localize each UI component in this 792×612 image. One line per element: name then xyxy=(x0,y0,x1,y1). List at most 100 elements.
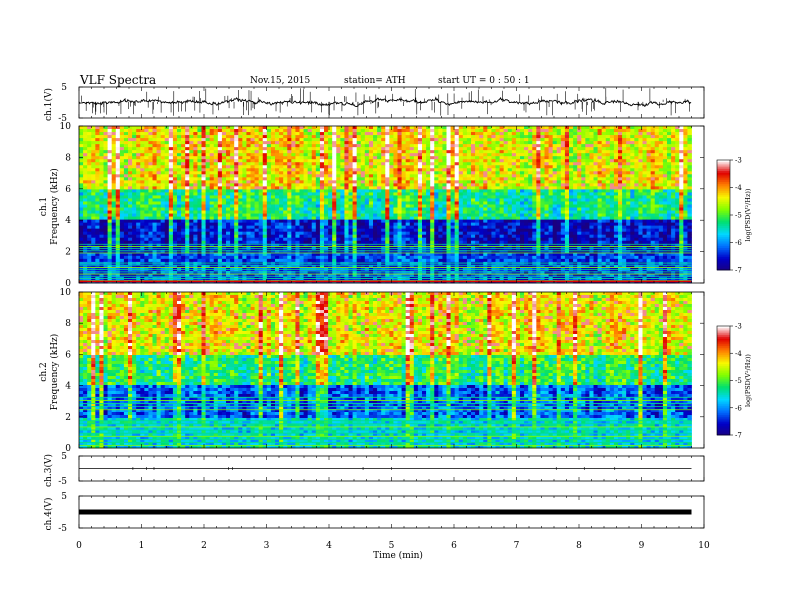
spectrogram-cell xyxy=(258,177,264,181)
spectrogram-cell xyxy=(156,201,162,205)
spectrogram-cell xyxy=(197,210,202,214)
spectrogram-cell xyxy=(687,171,692,175)
spectrogram-cell xyxy=(438,216,443,220)
spectrogram-cell xyxy=(536,180,541,184)
spectrogram-cell xyxy=(683,216,688,220)
spectrogram-cell xyxy=(613,159,619,163)
spectrogram-cell xyxy=(315,180,321,184)
spectrogram-cell xyxy=(148,210,153,214)
spectrogram-cell xyxy=(471,216,476,220)
spectrogram-cell xyxy=(462,198,468,202)
spectrogram-cell xyxy=(336,204,341,208)
spectrogram-cell xyxy=(450,129,456,133)
spectrogram-cell xyxy=(356,201,362,205)
spectrogram-cell xyxy=(687,165,692,169)
spectrogram-cell xyxy=(160,147,166,151)
spectrogram-cell xyxy=(111,204,117,208)
spectrogram-cell xyxy=(103,207,108,211)
spectrogram-cell xyxy=(328,135,333,139)
spectrogram-cell xyxy=(332,174,337,178)
spectrogram-cell xyxy=(197,165,202,169)
spectrogram-cell xyxy=(168,216,174,220)
spectrogram-cell xyxy=(564,180,570,184)
spectrogram-cell xyxy=(446,132,451,136)
spectrogram-cell xyxy=(172,210,178,214)
spectrogram-cell xyxy=(156,144,162,148)
spectrogram-cell xyxy=(381,171,386,175)
spectrogram-cell xyxy=(503,204,509,208)
spectrogram-cell xyxy=(426,192,431,196)
spectrogram-cell xyxy=(172,189,178,193)
spectrogram-cell xyxy=(217,141,223,145)
spectrogram-cell xyxy=(552,198,558,202)
spectrogram-cell xyxy=(593,129,598,133)
spectrogram-cell xyxy=(332,129,337,133)
spectrogram-cell xyxy=(234,141,239,145)
spectrogram-cell xyxy=(254,177,260,181)
spectrogram-cell xyxy=(254,144,260,148)
spectrogram-cell xyxy=(266,192,272,196)
spectrogram-cell xyxy=(532,147,537,151)
spectrogram-cell xyxy=(389,165,394,169)
spectrogram-cell xyxy=(593,135,598,139)
spectrogram-cell xyxy=(217,189,223,193)
spectrogram-cell xyxy=(515,132,521,136)
spectrogram-cell xyxy=(373,147,378,151)
spectrogram-cell xyxy=(450,201,456,205)
spectrogram-cell xyxy=(662,159,668,163)
spectrogram-cell xyxy=(87,129,92,133)
spectrogram-cell xyxy=(544,216,549,220)
spectrogram-cell xyxy=(115,138,121,142)
spectrogram-cell xyxy=(254,132,260,136)
spectrogram-cell xyxy=(581,177,586,181)
spectrogram-cell xyxy=(654,204,660,208)
spectrogram-cell xyxy=(609,216,615,220)
spectrogram-cell xyxy=(605,144,611,148)
spectrogram-cell xyxy=(123,129,129,133)
spectrogram-cell xyxy=(262,162,268,166)
spectrogram-cell xyxy=(230,213,235,217)
spectrogram-cell xyxy=(581,201,586,205)
spectrogram-cell xyxy=(99,198,104,202)
spectrogram-cell xyxy=(573,204,578,208)
spectrogram-cell xyxy=(385,210,390,214)
spectrogram-cell xyxy=(613,216,619,220)
spectrogram-cell xyxy=(491,213,496,217)
spectrogram-cell xyxy=(193,174,198,178)
spectrogram-cell xyxy=(658,135,664,139)
spectrogram-cell xyxy=(630,177,635,181)
spectrogram-cell xyxy=(605,183,611,187)
spectrogram-cell xyxy=(144,198,149,202)
spectrogram-cell xyxy=(221,180,227,184)
spectrogram-cell xyxy=(230,150,235,154)
spectrogram-cell xyxy=(364,216,370,220)
spectrogram-cell xyxy=(426,207,431,211)
spectrogram-cell xyxy=(295,189,300,193)
spectrogram-cell xyxy=(654,183,660,187)
spectrogram-cell xyxy=(667,156,672,160)
spectrogram-cell xyxy=(238,141,243,145)
spectrogram-cell xyxy=(454,147,460,151)
spectrogram-cell xyxy=(405,156,411,160)
spectrogram-cell xyxy=(360,168,366,172)
spectrogram-cell xyxy=(348,213,353,217)
spectrogram-cell xyxy=(189,186,194,190)
spectrogram-cell xyxy=(646,138,652,142)
spectrogram-cell xyxy=(552,189,558,193)
spectrogram-cell xyxy=(483,159,488,163)
spectrogram-cell xyxy=(446,144,451,148)
spectrogram-cell xyxy=(340,189,345,193)
spectrogram-cell xyxy=(605,192,611,196)
spectrogram-cell xyxy=(438,213,443,217)
spectrogram-cell xyxy=(221,189,227,193)
spectrogram-cell xyxy=(499,216,505,220)
spectrogram-cell xyxy=(136,213,141,217)
spectrogram-cell xyxy=(679,138,684,142)
spectrogram-cell xyxy=(311,150,317,154)
spectrogram-cell xyxy=(315,159,321,163)
spectrogram-cell xyxy=(79,129,84,133)
spectrogram-cell xyxy=(417,177,423,181)
spectrogram-cell xyxy=(221,153,227,157)
spectrogram-cell xyxy=(193,144,198,148)
spectrogram-cell xyxy=(352,216,358,220)
